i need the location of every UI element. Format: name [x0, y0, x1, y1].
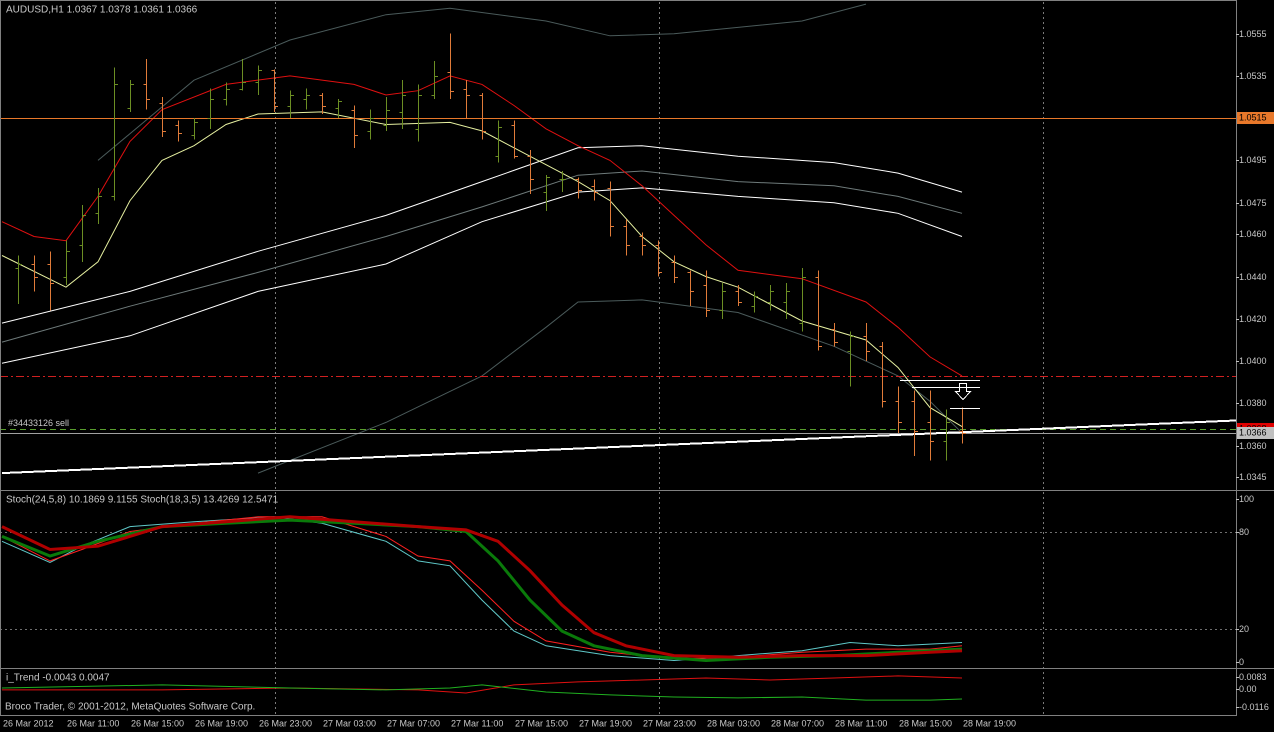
indicator-line — [1, 170, 963, 343]
x-tick-label: 27 Mar 15:00 — [515, 718, 568, 728]
y-tick-label: 20 — [1239, 624, 1249, 634]
y-tick-label: 1.0495 — [1239, 155, 1267, 165]
panel-title: i_Trend -0.0043 0.0047 — [6, 673, 110, 684]
x-tick-label: 28 Mar 03:00 — [707, 718, 760, 728]
x-tick-label: 26 Mar 23:00 — [259, 718, 312, 728]
x-tick-label: 27 Mar 19:00 — [579, 718, 632, 728]
panel-title: Stoch(24,5,8) 10.1869 9.1155 Stoch(18,3,… — [6, 495, 279, 506]
copyright: Broco Trader, © 2001-2012, MetaQuotes So… — [5, 702, 255, 713]
x-tick-label: 27 Mar 07:00 — [387, 718, 440, 728]
x-tick-label: 26 Mar 15:00 — [131, 718, 184, 728]
y-tick-label: -0.0116 — [1239, 702, 1269, 712]
y-tick-label: 1.0420 — [1239, 314, 1267, 324]
x-tick-label: 27 Mar 03:00 — [323, 718, 376, 728]
y-tick-label: 1.0460 — [1239, 229, 1267, 239]
price-tag — [1237, 427, 1274, 439]
y-tick-label: 100 — [1239, 494, 1254, 504]
x-tick-label: 27 Mar 23:00 — [643, 718, 696, 728]
price-tag — [1237, 112, 1274, 124]
sell-arrow — [954, 383, 972, 401]
price-panel — [0, 3, 1236, 475]
y-tick-label: 80 — [1239, 527, 1249, 537]
x-tick-label: 26 Mar 2012 — [3, 718, 54, 728]
indicator-line — [1, 516, 963, 662]
y-tick-label: 0.0083 — [1239, 672, 1267, 682]
indicator-line — [1, 75, 963, 377]
x-tick-label: 28 Mar 07:00 — [771, 718, 824, 728]
x-tick-label: 26 Mar 11:00 — [67, 718, 119, 728]
x-tick-label: 28 Mar 15:00 — [899, 718, 952, 728]
trend-line — [1, 419, 1236, 475]
indicator-line — [257, 299, 963, 474]
y-tick-label: 1.0345 — [1239, 472, 1267, 482]
y-tick-label: 1.0440 — [1239, 272, 1267, 282]
stochastic-panel — [0, 515, 1236, 663]
indicator-line — [1, 684, 963, 701]
trend-panel — [1, 675, 963, 701]
y-tick-label: 1.0360 — [1239, 441, 1267, 451]
indicator-line — [1, 515, 963, 659]
x-tick-label: 27 Mar 11:00 — [451, 718, 503, 728]
y-tick-label: 1.0535 — [1239, 71, 1267, 81]
y-tick-label: 0 — [1239, 657, 1244, 667]
x-tick-label: 26 Mar 19:00 — [195, 718, 248, 728]
y-tick-label: 1.0475 — [1239, 198, 1267, 208]
y-tick-label: 0.00 — [1239, 684, 1257, 694]
indicator-line — [1, 145, 963, 324]
y-tick-label: 1.0400 — [1239, 356, 1267, 366]
y-tick-label: 1.0555 — [1239, 29, 1267, 39]
day-separators — [275, 2, 1044, 715]
price-tag-label: 1.0366 — [1239, 427, 1267, 437]
order-marks — [900, 380, 980, 409]
price-tag-label: 1.0515 — [1239, 112, 1267, 122]
frames — [0, 0, 1274, 716]
y-tick-label: 1.0380 — [1239, 398, 1267, 408]
x-tick-label: 28 Mar 11:00 — [835, 718, 887, 728]
x-tick-label: 28 Mar 19:00 — [963, 718, 1016, 728]
order-label: #34433126 sell — [8, 418, 69, 428]
panel-title: AUDUSD,H1 1.0367 1.0378 1.0361 1.0366 — [6, 5, 198, 16]
